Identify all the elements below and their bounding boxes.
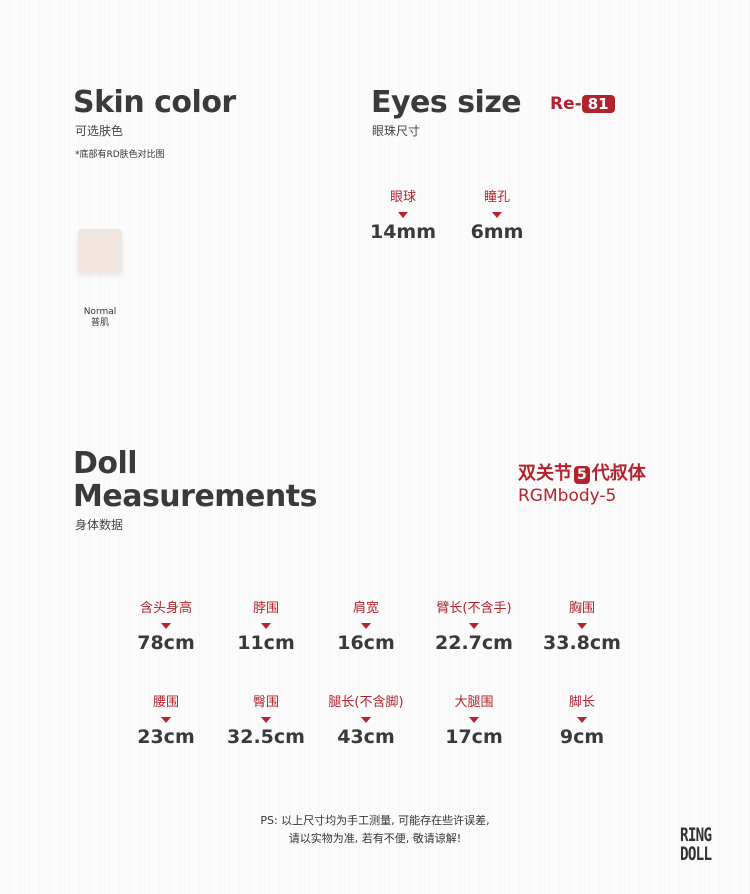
measure-value: 43cm	[337, 726, 395, 748]
measure-label: 眼球	[389, 190, 416, 205]
doll-title-line2: Measurements	[73, 479, 317, 514]
eyes-size-subtitle: 眼珠尺寸	[372, 124, 421, 138]
measure-label: 肩宽	[352, 601, 379, 616]
skin-swatch-normal[interactable]	[78, 229, 122, 273]
body-measure-item: 胸围 33.8cm	[527, 601, 637, 655]
swatch-label-en: Normal	[83, 307, 117, 317]
measure-label: 臂长(不含手)	[436, 601, 512, 616]
measure-value: 22.7cm	[435, 632, 513, 654]
body-name: 双关节 5 代叔体	[518, 459, 646, 485]
measure-value: 17cm	[445, 726, 503, 748]
body-measure-item: 腰围 23cm	[111, 695, 221, 749]
down-triangle-icon	[577, 623, 587, 629]
measure-value: 6mm	[470, 221, 524, 243]
down-triangle-icon	[261, 623, 271, 629]
skin-color-subtitle: 可选肤色	[75, 124, 124, 138]
measure-value: 14mm	[369, 221, 437, 243]
skin-color-note: *底部有RD肤色对比图	[75, 150, 165, 160]
doll-title-line1: Doll	[73, 446, 138, 481]
measure-label: 脚长	[568, 695, 595, 710]
logo-line-2: DOLL	[680, 843, 712, 865]
body-code: RGMbody-5	[518, 486, 617, 506]
down-triangle-icon	[361, 623, 371, 629]
measure-label: 含头身高	[139, 601, 192, 616]
down-triangle-icon	[261, 717, 271, 723]
measure-label: 臀围	[252, 695, 279, 710]
measure-value: 78cm	[137, 632, 195, 654]
measure-value: 23cm	[137, 726, 195, 748]
body-measure-item: 臀围 32.5cm	[211, 695, 321, 749]
eye-measure-pupil: 瞳孔 6mm	[442, 190, 552, 244]
body-measure-item: 肩宽 16cm	[311, 601, 421, 655]
down-triangle-icon	[161, 717, 171, 723]
measure-label: 腿长(不含脚)	[328, 695, 404, 710]
body-measure-item: 脚长 9cm	[527, 695, 637, 749]
doll-subtitle: 身体数据	[75, 518, 124, 532]
eye-code-prefix: Re-	[550, 94, 582, 114]
measure-value: 32.5cm	[227, 726, 305, 748]
measure-value: 16cm	[337, 632, 395, 654]
measure-label: 脖围	[252, 601, 279, 616]
down-triangle-icon	[361, 717, 371, 723]
eye-code: Re- 81	[550, 94, 615, 114]
body-measure-item: 含头身高 78cm	[111, 601, 221, 655]
measure-value: 33.8cm	[543, 632, 621, 654]
ps-line-1: PS: 以上尺寸均为手工测量, 可能存在些许误差,	[260, 814, 490, 827]
down-triangle-icon	[469, 717, 479, 723]
body-measure-item: 腿长(不含脚) 43cm	[311, 695, 421, 749]
measure-label: 腰围	[152, 695, 179, 710]
measure-label: 瞳孔	[483, 190, 510, 205]
body-name-number-badge: 5	[574, 466, 590, 484]
ringdoll-logo: RING DOLL	[680, 824, 712, 865]
eye-code-badge: 81	[581, 95, 615, 113]
down-triangle-icon	[398, 212, 408, 218]
ps-note: PS: 以上尺寸均为手工测量, 可能存在些许误差, 请以实物为准, 若有不便, …	[220, 812, 530, 848]
body-measure-item: 臂长(不含手) 22.7cm	[419, 601, 529, 655]
swatch-label-cn: 普肌	[90, 318, 109, 328]
down-triangle-icon	[161, 623, 171, 629]
eye-measure-eyeball: 眼球 14mm	[348, 190, 458, 244]
body-name-post: 代叔体	[591, 463, 646, 484]
measure-value: 11cm	[237, 632, 295, 654]
measure-label: 大腿围	[454, 695, 494, 710]
body-measure-item: 大腿围 17cm	[419, 695, 529, 749]
body-name-pre: 双关节	[518, 463, 572, 484]
ps-line-2: 请以实物为准, 若有不便, 敬请谅解!	[288, 832, 462, 845]
logo-line-1: RING	[680, 824, 712, 846]
measure-value: 9cm	[559, 726, 605, 748]
skin-swatch-label: Normal 普肌	[72, 307, 128, 329]
down-triangle-icon	[577, 717, 587, 723]
eyes-size-title: Eyes size	[371, 85, 522, 120]
measure-label: 胸围	[568, 601, 595, 616]
skin-color-title: Skin color	[73, 85, 236, 120]
down-triangle-icon	[492, 212, 502, 218]
body-measure-item: 脖围 11cm	[211, 601, 321, 655]
down-triangle-icon	[469, 623, 479, 629]
